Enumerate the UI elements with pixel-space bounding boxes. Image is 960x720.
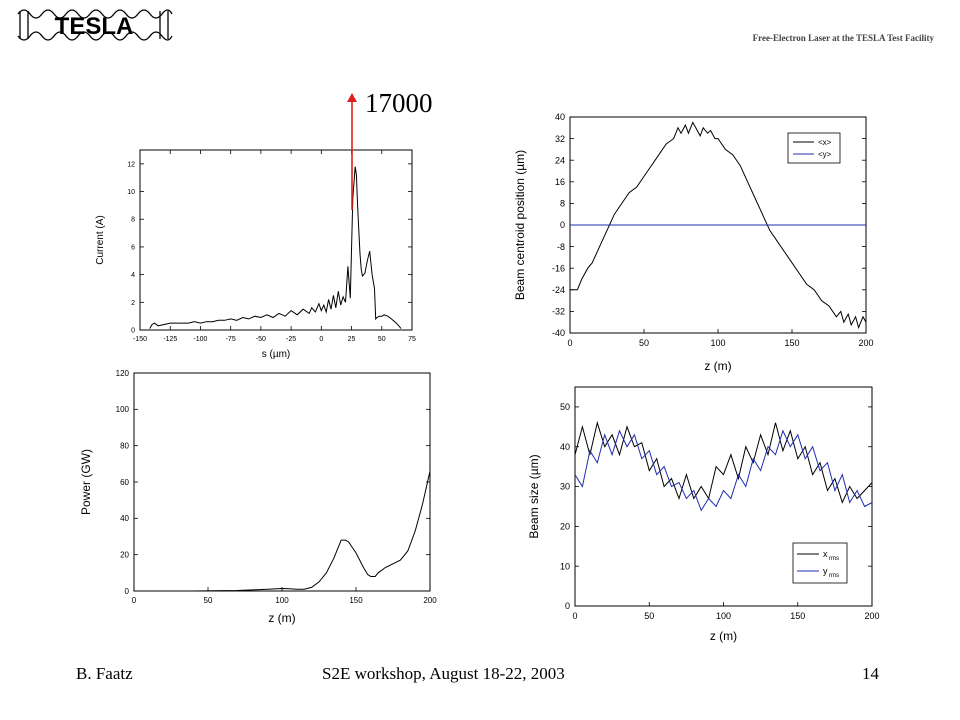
centroid-xtick-label: 200 — [858, 338, 873, 348]
current-ytick-label: 2 — [131, 300, 135, 307]
centroid-ylabel: Beam centroid position (µm) — [513, 150, 527, 300]
footer-author: B. Faatz — [76, 664, 133, 683]
current-xtick-label: 50 — [378, 336, 386, 343]
logo-text: TESLA — [55, 13, 134, 40]
power-ytick-label: 20 — [120, 550, 129, 559]
beamsize-ytick-label: 10 — [560, 561, 570, 571]
beamsize-legend-box — [792, 542, 848, 584]
centroid-xtick-label: 0 — [567, 338, 572, 348]
beamsize-xtick-label: 100 — [716, 611, 731, 621]
beamsize-xtick-label: 50 — [644, 611, 654, 621]
centroid-ytick-label: -40 — [552, 328, 565, 338]
power-xtick-label: 0 — [132, 596, 137, 605]
current-xtick-label: 75 — [408, 336, 416, 343]
centroid-ytick-label: -8 — [557, 242, 565, 252]
current-xtick-label: -25 — [286, 336, 296, 343]
current-ytick-label: 0 — [131, 327, 135, 334]
centroid-legend-label: <y> — [818, 150, 832, 159]
footer-page-number: 14 — [862, 664, 879, 683]
power-xtick-label: 150 — [349, 596, 363, 605]
beamsize-legend-subscript: rms — [829, 573, 839, 579]
power-xtick-label: 200 — [423, 596, 437, 605]
power-ytick-label: 40 — [120, 514, 129, 523]
current-xtick-label: -150 — [133, 336, 147, 343]
centroid-legend-label: <x> — [818, 138, 832, 147]
power-series-line-1 — [134, 470, 431, 592]
centroid-ytick-label: -16 — [552, 263, 565, 273]
centroid-ytick-label: 24 — [555, 155, 565, 165]
centroid-ytick-label: 32 — [555, 134, 565, 144]
centroid-ytick-label: -24 — [552, 285, 565, 295]
power-xlabel: z (m) — [268, 611, 295, 625]
centroid-xtick-label: 100 — [710, 338, 725, 348]
current-ytick-label: 12 — [127, 161, 135, 168]
centroid-ytick-label: 40 — [555, 112, 565, 122]
power-ytick-label: 0 — [125, 587, 130, 596]
current-xtick-label: -100 — [193, 336, 207, 343]
current-ytick-label: 8 — [131, 217, 135, 224]
current-xlabel: s (µm) — [262, 349, 291, 360]
centroid-ytick-label: 16 — [555, 177, 565, 187]
current-series-line-1 — [149, 166, 402, 329]
current-plot-frame — [139, 149, 413, 331]
beamsize-xtick-label: 150 — [790, 611, 805, 621]
centroid-xlabel: z (m) — [704, 359, 731, 373]
current-xtick-label: 25 — [348, 336, 356, 343]
current-ytick-label: 10 — [127, 189, 135, 196]
power-ylabel: Power (GW) — [79, 449, 93, 515]
beamsize-ylabel: Beam size (µm) — [527, 454, 541, 538]
beamsize-legend-label: y — [823, 566, 828, 576]
beamsize-xlabel: z (m) — [710, 629, 737, 643]
current-ylabel: Current (A) — [95, 215, 106, 264]
current-ytick-label: 4 — [131, 272, 135, 279]
header-subtitle: Free-Electron Laser at the TESLA Test Fa… — [752, 33, 934, 43]
power-ytick-label: 120 — [116, 369, 130, 378]
tesla-logo: TESLA — [17, 9, 173, 41]
centroid-legend-box — [787, 132, 841, 164]
peak-annotation-label: 17000 — [365, 88, 433, 118]
power-ytick-label: 100 — [116, 405, 130, 414]
current-xtick-label: -125 — [163, 336, 177, 343]
centroid-ytick-label: 8 — [560, 199, 565, 209]
power-xtick-label: 50 — [204, 596, 213, 605]
beamsize-xtick-label: 0 — [572, 611, 577, 621]
beamsize-xtick-label: 200 — [864, 611, 879, 621]
beamsize-series-line-1 — [574, 420, 873, 504]
beamsize-legend-label: x — [823, 549, 828, 559]
current-xtick-label: -75 — [226, 336, 236, 343]
beamsize-ytick-label: 40 — [560, 442, 570, 452]
beamsize-ytick-label: 30 — [560, 482, 570, 492]
beamsize-ytick-label: 20 — [560, 522, 570, 532]
centroid-xtick-label: 50 — [639, 338, 649, 348]
current-xtick-label: 0 — [319, 336, 323, 343]
centroid-ytick-label: -32 — [552, 307, 565, 317]
power-ytick-label: 80 — [120, 441, 129, 450]
centroid-xtick-label: 150 — [784, 338, 799, 348]
power-xtick-label: 100 — [275, 596, 289, 605]
current-xtick-label: -50 — [256, 336, 266, 343]
beamsize-legend-subscript: rms — [829, 556, 839, 562]
footer-event: S2E workshop, August 18-22, 2003 — [322, 664, 565, 683]
current-ytick-label: 6 — [131, 244, 135, 251]
centroid-series-line-1 — [570, 121, 867, 330]
power-ytick-label: 60 — [120, 478, 129, 487]
beamsize-series-line-2 — [574, 429, 873, 512]
beamsize-ytick-label: 0 — [565, 601, 570, 611]
beamsize-ytick-label: 50 — [560, 402, 570, 412]
power-plot-frame — [133, 372, 431, 592]
centroid-ytick-label: 0 — [560, 220, 565, 230]
peak-annotation-arrow-head — [347, 93, 357, 102]
